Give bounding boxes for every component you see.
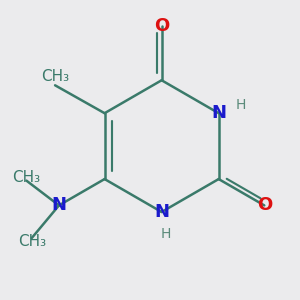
Text: O: O — [154, 17, 169, 35]
Text: O: O — [257, 196, 272, 214]
Text: CH₃: CH₃ — [41, 69, 69, 84]
Text: CH₃: CH₃ — [12, 170, 40, 185]
Text: H: H — [160, 227, 171, 241]
Text: N: N — [52, 196, 67, 214]
Text: N: N — [154, 203, 169, 221]
Text: CH₃: CH₃ — [18, 233, 46, 248]
Text: H: H — [235, 98, 245, 112]
Text: N: N — [211, 104, 226, 122]
